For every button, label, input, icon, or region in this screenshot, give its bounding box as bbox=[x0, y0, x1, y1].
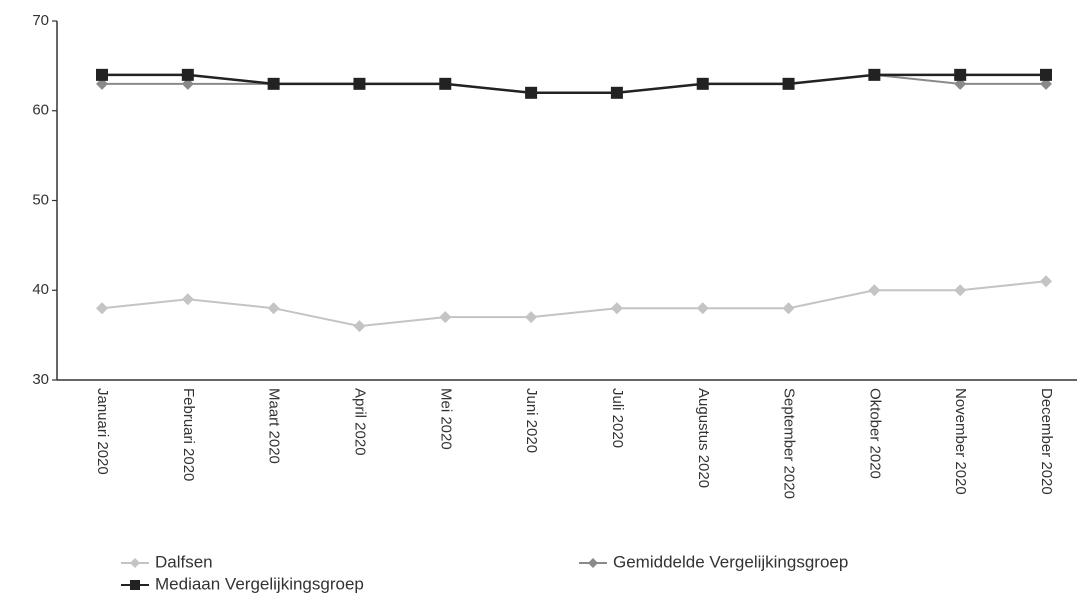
x-tick-label: Augustus 2020 bbox=[695, 388, 712, 488]
marker bbox=[782, 77, 795, 90]
x-tick-label: April 2020 bbox=[351, 388, 368, 456]
legend-marker bbox=[588, 558, 598, 568]
legend-label: Gemiddelde Vergelijkingsgroep bbox=[613, 552, 848, 571]
y-tick-label: 40 bbox=[32, 281, 49, 298]
marker bbox=[353, 320, 366, 333]
legend-marker bbox=[130, 580, 140, 590]
marker bbox=[96, 68, 108, 81]
marker bbox=[782, 302, 795, 315]
marker bbox=[525, 86, 538, 99]
marker bbox=[868, 68, 881, 81]
marker bbox=[868, 284, 881, 297]
marker bbox=[954, 68, 967, 81]
legend-item: Dalfsen bbox=[121, 552, 213, 571]
marker bbox=[96, 302, 108, 315]
marker bbox=[696, 77, 709, 90]
marker bbox=[267, 77, 280, 90]
x-tick-label: Mei 2020 bbox=[437, 388, 454, 450]
marker bbox=[353, 77, 366, 90]
series bbox=[96, 275, 1052, 333]
y-tick-label: 70 bbox=[32, 12, 49, 29]
x-tick-label: September 2020 bbox=[781, 388, 798, 499]
marker bbox=[181, 293, 194, 306]
marker bbox=[1040, 68, 1052, 81]
marker bbox=[439, 311, 452, 324]
x-tick-label: December 2020 bbox=[1038, 388, 1055, 495]
legend-item: Mediaan Vergelijkingsgroep bbox=[121, 574, 364, 593]
marker bbox=[610, 302, 623, 315]
x-tick-label: Maart 2020 bbox=[266, 388, 283, 464]
legend-marker bbox=[130, 558, 140, 568]
line bbox=[102, 73, 1046, 94]
legend-label: Dalfsen bbox=[155, 552, 213, 571]
marker bbox=[696, 302, 709, 315]
marker bbox=[610, 86, 623, 99]
line bbox=[101, 280, 1047, 328]
legend-label: Mediaan Vergelijkingsgroep bbox=[155, 574, 364, 593]
y-tick-label: 30 bbox=[32, 371, 49, 388]
marker bbox=[1040, 275, 1052, 288]
line bbox=[102, 73, 1046, 95]
x-tick-label: Oktober 2020 bbox=[866, 388, 883, 479]
marker bbox=[267, 302, 280, 315]
series bbox=[96, 68, 1052, 99]
x-tick-label: Januari 2020 bbox=[94, 388, 111, 475]
marker bbox=[954, 284, 967, 297]
x-tick-label: Juni 2020 bbox=[523, 388, 540, 453]
marker bbox=[181, 68, 194, 81]
series bbox=[96, 68, 1052, 99]
marker bbox=[439, 77, 452, 90]
marker bbox=[525, 311, 538, 324]
legend-item: Gemiddelde Vergelijkingsgroep bbox=[579, 552, 848, 571]
x-tick-label: Februari 2020 bbox=[180, 388, 197, 481]
x-tick-label: Juli 2020 bbox=[609, 388, 626, 448]
y-tick-label: 60 bbox=[32, 102, 49, 119]
y-tick-label: 50 bbox=[32, 191, 49, 208]
x-tick-label: November 2020 bbox=[952, 388, 969, 495]
